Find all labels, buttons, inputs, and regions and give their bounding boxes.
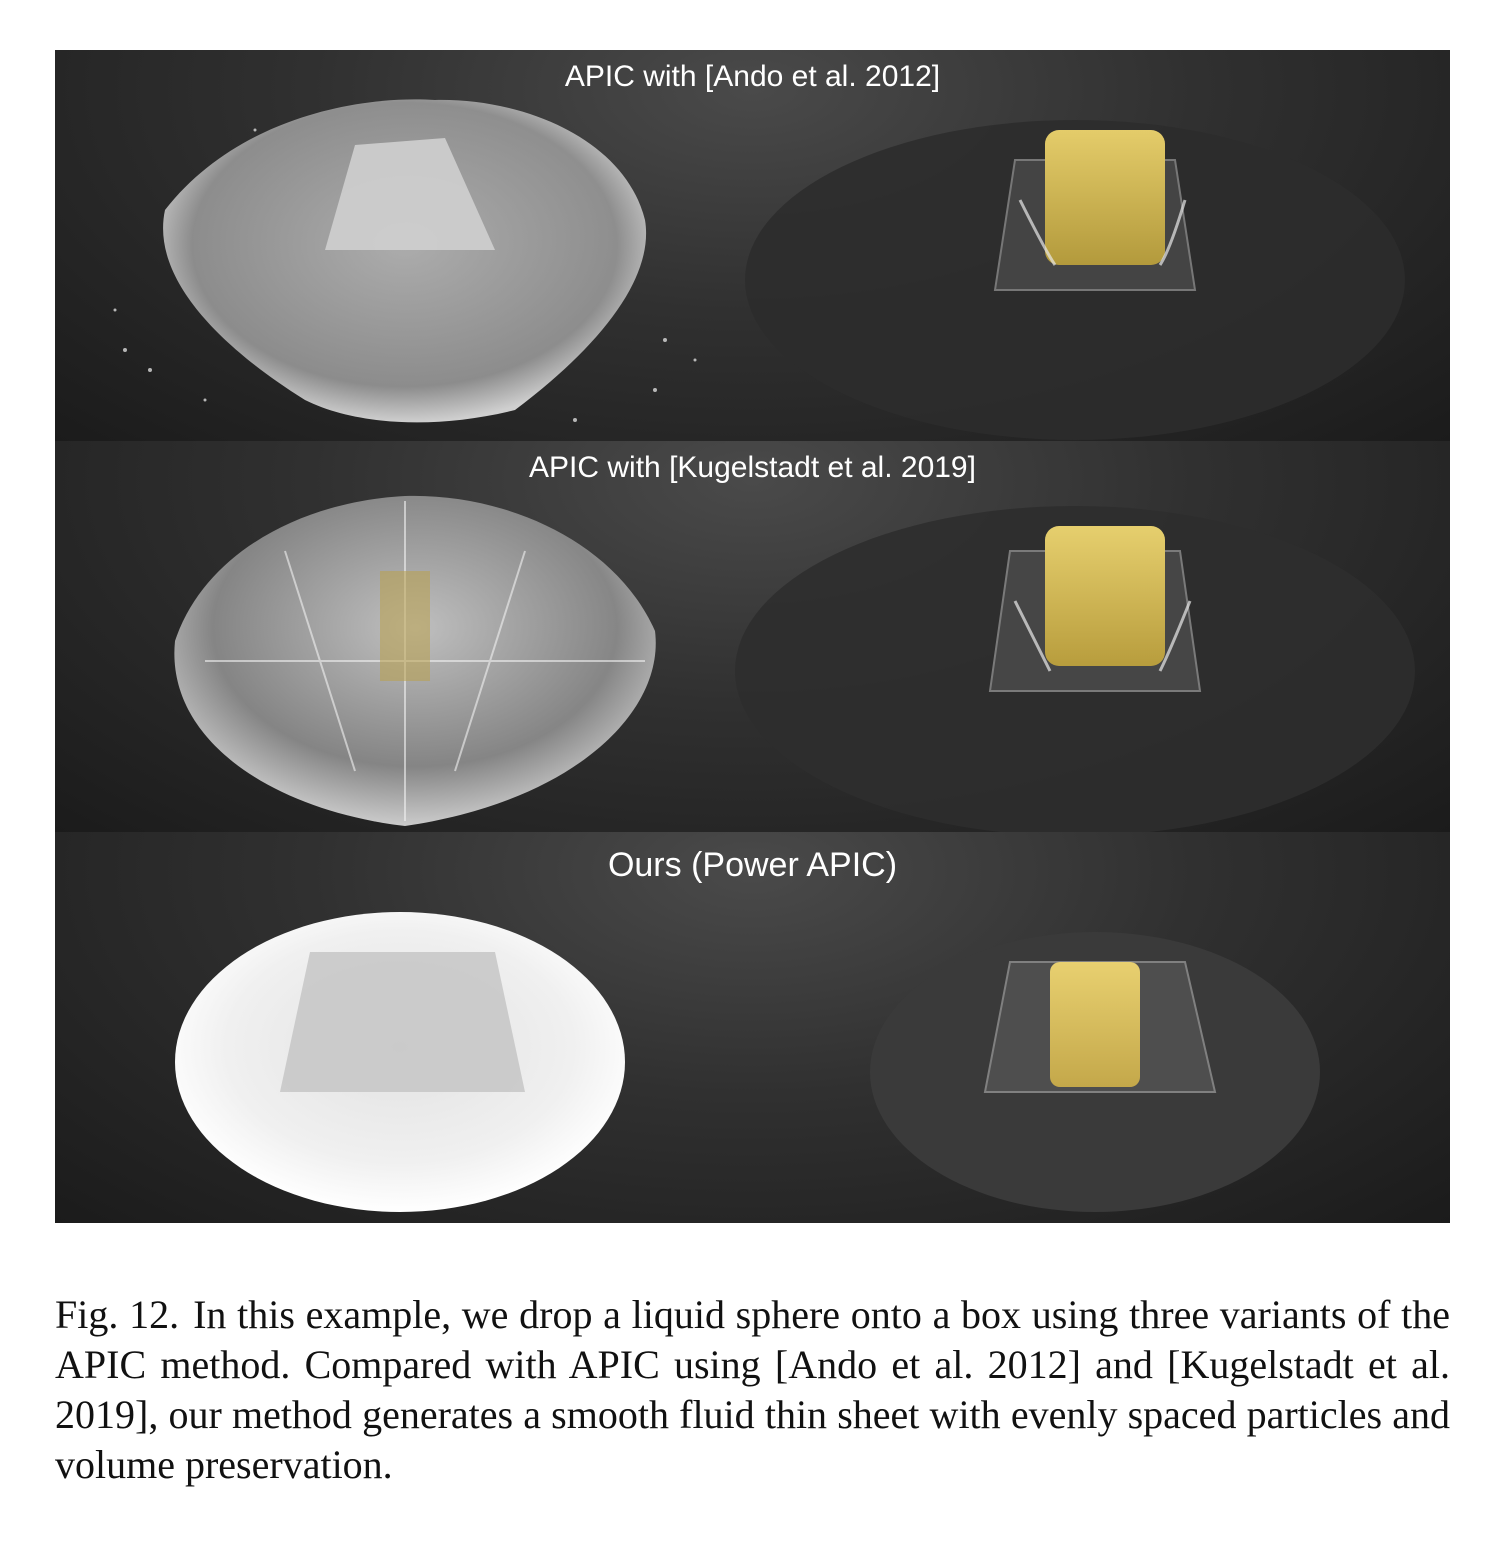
panel-ours: Ours (Power APIC) xyxy=(55,832,1450,1223)
render-ours xyxy=(175,912,1320,1212)
yellow-box-right xyxy=(1045,526,1165,666)
panel-kugelstadt: APIC with [Kugelstadt et al. 2019] xyxy=(55,441,1450,832)
render-kugelstadt xyxy=(174,495,1415,832)
figure: APIC with [Ando et al. 2012] xyxy=(55,50,1450,1223)
panel-title-kugelstadt: APIC with [Kugelstadt et al. 2019] xyxy=(529,451,976,484)
box-hump xyxy=(280,952,525,1092)
box-hump xyxy=(325,138,495,250)
yellow-box-right xyxy=(1045,130,1165,265)
yellow-box-right xyxy=(1050,962,1140,1087)
render-ando xyxy=(113,99,1405,440)
panel-title-ando: APIC with [Ando et al. 2012] xyxy=(564,60,941,93)
caption-label: Fig. 12. xyxy=(55,1292,180,1337)
spray-particles xyxy=(113,128,697,422)
particle-sheet-left xyxy=(163,99,647,423)
figure-caption: Fig. 12. In this example, we drop a liqui… xyxy=(55,1290,1450,1490)
caption-text: In this example, we drop a liquid sphere… xyxy=(55,1292,1451,1487)
panel-ando: APIC with [Ando et al. 2012] xyxy=(55,50,1450,441)
panel-title-ours: Ours (Power APIC) xyxy=(607,846,898,884)
yellow-box-left xyxy=(380,571,430,681)
